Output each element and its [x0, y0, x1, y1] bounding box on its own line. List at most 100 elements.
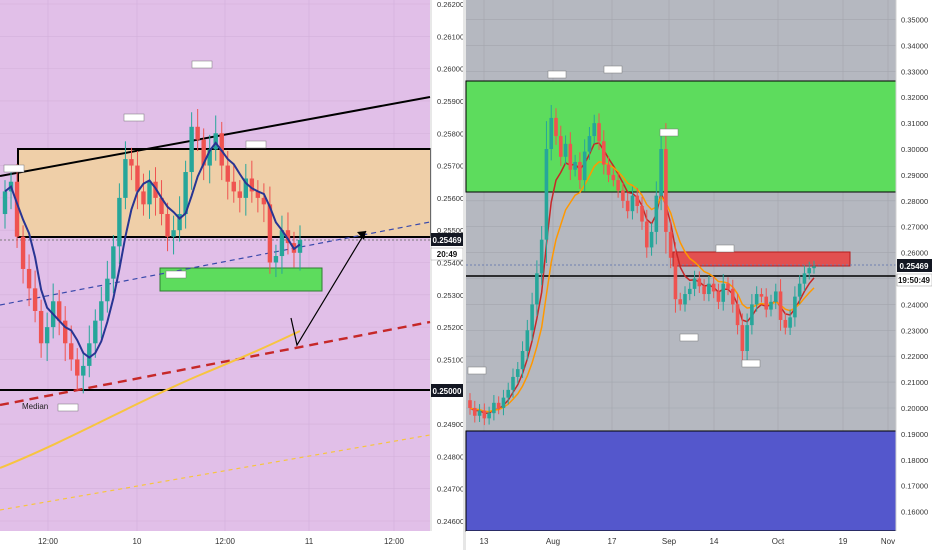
right-candle [597, 113, 601, 151]
left-time-label: 11 [305, 537, 314, 546]
right-candle [506, 382, 511, 405]
right-candle [515, 362, 520, 384]
left-candle [123, 141, 128, 210]
left-candle [183, 160, 188, 229]
right-candle [702, 279, 706, 301]
right-time-axis[interactable] [466, 531, 932, 550]
left-price-marker [245, 140, 267, 149]
right-candle [659, 132, 663, 211]
right-candle [582, 139, 587, 191]
left-price-label: 0.25600 [437, 194, 464, 203]
right-candle [788, 309, 792, 335]
right-price-label: 0.33000 [901, 67, 928, 76]
right-candle [745, 313, 749, 362]
right-candle [563, 135, 568, 165]
left-candle [285, 212, 291, 255]
right-candle [793, 286, 797, 327]
right-candle [635, 187, 640, 214]
right-price-label: 0.24000 [901, 300, 928, 309]
right-price-badges [467, 65, 761, 375]
right-price-marker [715, 244, 735, 253]
right-candle [539, 226, 544, 286]
left-candle [195, 109, 200, 152]
left-yellow-moving-average [0, 330, 301, 469]
left-trendlines[interactable] [0, 96, 431, 511]
left-candle [207, 134, 212, 184]
left-price-axis[interactable] [431, 0, 463, 550]
svg-text:19:50:49: 19:50:49 [898, 276, 931, 285]
left-price-label: 0.24800 [437, 452, 464, 461]
right-price-label: 0.26000 [901, 249, 928, 258]
right-candle [678, 292, 683, 311]
right-candle [797, 275, 802, 305]
left-candle [111, 235, 116, 294]
right-candle [654, 181, 659, 245]
right-time-label: Oct [772, 537, 785, 546]
left-blue-moving-average [4, 141, 301, 359]
right-price-label: 0.19000 [901, 430, 928, 439]
right-price-label: 0.16000 [901, 508, 928, 517]
right-candle [525, 319, 530, 361]
right-candle [606, 156, 611, 183]
left-candle [87, 325, 92, 378]
left-candle [129, 147, 134, 181]
right-candle [611, 168, 616, 187]
right-price-label: 0.17000 [901, 482, 928, 491]
left-time-axis[interactable] [0, 531, 463, 550]
left-current-price-tag[interactable]: 0.25469 [431, 233, 463, 246]
left-price-marker [191, 60, 213, 69]
right-supply-zone[interactable] [465, 80, 897, 193]
right-candle [511, 368, 515, 398]
right-price-marker [679, 333, 699, 342]
left-candle [2, 180, 8, 229]
left-projection-arrowhead [357, 231, 366, 240]
right-candle [616, 172, 620, 198]
left-candle [159, 180, 164, 226]
right-candle [549, 104, 554, 161]
right-candle [492, 395, 496, 421]
right-candle [750, 294, 754, 335]
right-candle [759, 288, 764, 303]
left-price-label: 0.26000 [437, 65, 464, 74]
right-candle [482, 403, 487, 426]
left-candle [237, 180, 242, 213]
right-price-label: 0.30000 [901, 145, 928, 154]
right-price-label: 0.29000 [901, 171, 928, 180]
left-candle [135, 151, 140, 210]
right-price-label: 0.32000 [901, 93, 928, 102]
right-candle [773, 283, 778, 310]
left-price-label: 0.25100 [437, 355, 464, 364]
left-candle [261, 183, 267, 223]
left-red-dashed-trendline[interactable] [0, 320, 431, 407]
right-candle [697, 271, 702, 294]
panel-divider[interactable] [463, 0, 466, 550]
right-current-price-tag[interactable]: 0.25469 [897, 259, 932, 272]
left-price-marker [165, 270, 187, 279]
right-time-label: Aug [546, 537, 560, 546]
left-time-label: 12:00 [215, 537, 236, 546]
right-time-label: 14 [710, 537, 719, 546]
right-resistance-zone[interactable] [672, 251, 851, 267]
right-price-label: 0.28000 [901, 197, 928, 206]
left-candle [201, 128, 206, 181]
left-resistance-zone[interactable] [17, 148, 432, 238]
right-price-marker [603, 65, 623, 74]
right-candle [601, 130, 606, 175]
left-candles [2, 109, 303, 394]
right-demand-zone[interactable] [465, 430, 897, 532]
right-candle [625, 193, 630, 219]
right-candle [711, 276, 716, 299]
left-candle [75, 348, 80, 391]
left-price-label: 0.25400 [437, 259, 464, 268]
left-price-label: 0.24700 [437, 485, 464, 494]
left-blue-dashed-trendline[interactable] [0, 221, 431, 306]
left-yellow-dashed-trendline[interactable] [0, 434, 431, 511]
left-price-label: 0.25500 [437, 226, 464, 235]
left-price-label: 0.25900 [437, 97, 464, 106]
left-level-tag[interactable]: 0.25000 [431, 384, 463, 397]
right-candle [520, 341, 525, 378]
left-projection-arrow[interactable] [290, 230, 367, 347]
left-candle [117, 183, 122, 265]
right-candle [740, 313, 745, 362]
